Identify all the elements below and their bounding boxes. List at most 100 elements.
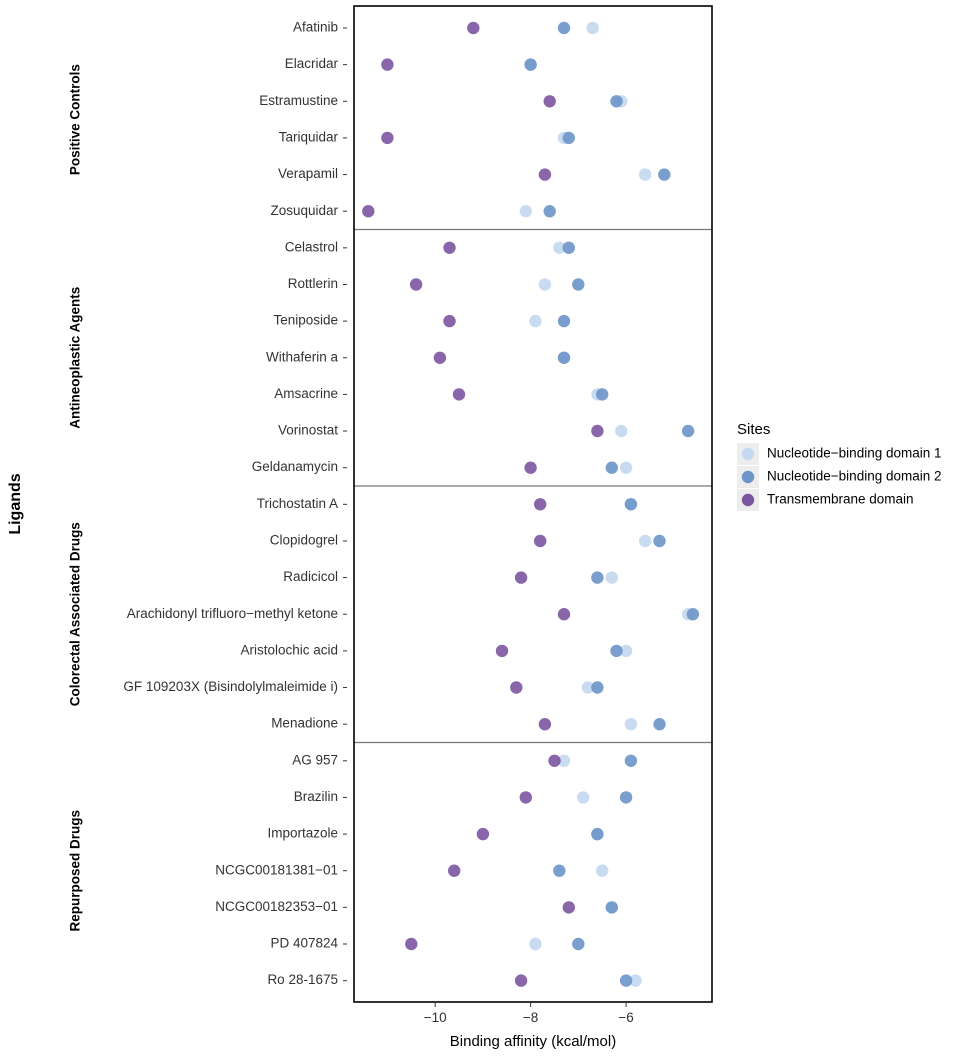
legend-label: Nucleotide−binding domain 1 (767, 446, 942, 461)
ligand-label: Brazilin (294, 789, 338, 804)
point-nbd1 (557, 754, 571, 767)
point-tmd (510, 681, 523, 694)
point-tmd (495, 644, 509, 658)
point-nbd1 (586, 21, 599, 35)
point-nbd2 (557, 314, 571, 328)
point-nbd2 (591, 571, 604, 584)
point-nbd1 (629, 974, 642, 987)
data-points (362, 21, 700, 987)
point-nbd2 (562, 131, 575, 145)
point-tmd (538, 168, 552, 181)
point-nbd2 (605, 901, 618, 914)
point-nbd2 (619, 791, 633, 804)
point-tmd (448, 864, 461, 877)
legend-key-tmd (741, 493, 755, 507)
point-tmd (405, 937, 418, 951)
point-nbd2 (681, 424, 695, 438)
ligand-label: Afatinib (293, 20, 338, 35)
point-tmd (443, 314, 456, 328)
group-label: Colorectal Associated Drugs (68, 522, 83, 706)
point-tmd (534, 534, 547, 548)
ligand-label: NCGC00181381−01 (215, 862, 338, 877)
point-nbd1 (624, 718, 638, 731)
legend-label: Nucleotide−binding domain 2 (767, 469, 942, 484)
point-tmd (524, 461, 537, 474)
group-label: Repurposed Drugs (68, 810, 83, 932)
ligand-label: Clopidogrel (270, 533, 338, 548)
point-tmd (381, 58, 394, 71)
ligand-label: Tariquidar (279, 129, 339, 144)
point-nbd2 (653, 718, 666, 731)
point-tmd (538, 718, 552, 731)
point-nbd1 (615, 424, 628, 438)
point-tmd (476, 827, 490, 841)
ligand-label: Celastrol (285, 239, 338, 254)
point-nbd2 (553, 864, 566, 877)
legend-title: Sites (737, 421, 770, 438)
ligand-label: NCGC00182353−01 (215, 899, 338, 914)
ligand-label: Trichostatin A (257, 496, 338, 511)
point-nbd1 (538, 278, 552, 291)
point-nbd2 (610, 95, 623, 108)
point-tmd (543, 95, 556, 108)
point-tmd (548, 754, 561, 767)
ligand-label: Vorinostat (278, 423, 338, 438)
legend-key-nbd1 (741, 447, 755, 461)
point-nbd1 (619, 644, 633, 658)
point-nbd1 (576, 791, 590, 804)
ligand-label: Withaferin a (266, 349, 339, 364)
point-nbd2 (543, 205, 556, 218)
point-nbd1 (529, 937, 542, 951)
ligand-label: Menadione (271, 716, 338, 731)
ligand-label: Aristolochic acid (240, 642, 338, 657)
ligand-labels: Afatinib Elacridar Estramustine Tariquidar V… (123, 20, 347, 987)
point-nbd2 (557, 351, 571, 364)
point-tmd (519, 791, 532, 804)
ligand-label: Teniposide (273, 313, 338, 328)
plot-panel-border (353, 5, 713, 1003)
ligand-label: Elacridar (285, 56, 339, 71)
ligand-label: Arachidonyl trifluoro−methyl ketone (127, 606, 338, 621)
point-nbd1 (519, 205, 532, 218)
point-tmd (433, 351, 447, 364)
point-tmd (514, 571, 528, 584)
ligand-label: Geldanamycin (252, 459, 338, 474)
ligand-label: Importazole (267, 826, 338, 841)
point-nbd2 (557, 21, 571, 35)
point-nbd2 (624, 498, 638, 511)
point-nbd2 (653, 534, 666, 548)
ligand-label: Estramustine (259, 93, 338, 108)
ligand-label: PD 407824 (270, 936, 338, 951)
x-axis-title: Binding affinity (kcal/mol) (450, 1033, 616, 1050)
ligand-label: Radicicol (283, 569, 338, 584)
ligand-label: Verapamil (278, 166, 338, 181)
point-nbd2 (610, 644, 623, 658)
ligand-label: Ro 28-1675 (267, 972, 338, 987)
x-tick-label: −10 (424, 1010, 447, 1025)
y-axis-title: Ligands (7, 473, 24, 534)
point-tmd (534, 498, 547, 511)
legend: Sites Nucleotide−binding domain 1 Nucleot… (737, 421, 942, 511)
point-nbd1 (553, 241, 566, 254)
point-tmd (452, 388, 466, 401)
point-nbd2 (524, 58, 537, 71)
point-nbd1 (529, 314, 542, 328)
point-nbd2 (605, 461, 618, 474)
group-label: Antineoplastic Agents (68, 287, 83, 429)
ligand-label: Amsacrine (274, 386, 338, 401)
x-tick-label: −6 (618, 1010, 633, 1025)
point-nbd2 (658, 168, 671, 181)
point-nbd2 (596, 388, 609, 401)
ligand-label: Zosuquidar (270, 203, 338, 218)
point-nbd2 (572, 937, 585, 951)
group-dividers (354, 228, 712, 744)
point-nbd2 (591, 681, 604, 694)
point-tmd (467, 21, 480, 35)
ligand-label: GF 109203X (Bisindolylmaleimide i) (123, 679, 338, 694)
point-nbd2 (591, 827, 604, 841)
point-nbd2 (686, 608, 700, 621)
x-tick-label: −8 (523, 1010, 538, 1025)
point-tmd (443, 241, 456, 254)
point-nbd2 (624, 754, 638, 767)
